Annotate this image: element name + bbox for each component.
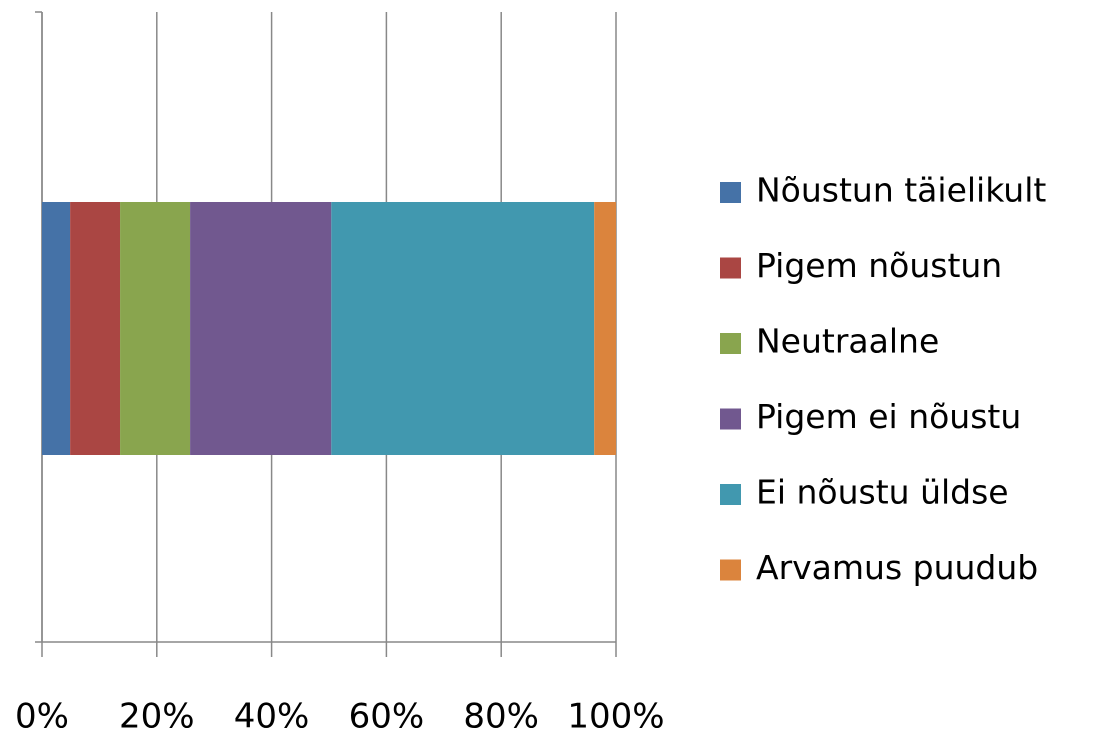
bar-segment <box>70 202 121 455</box>
bar-segment <box>594 202 616 455</box>
x-tick-label: 60% <box>349 697 425 737</box>
bar-segment <box>120 202 191 455</box>
legend-label: Arvamus puudub <box>756 548 1038 587</box>
bar-segment <box>190 202 332 455</box>
legend-swatch <box>720 333 741 354</box>
legend-label: Ei nõustu üldse <box>756 473 1009 512</box>
legend-label: Neutraalne <box>756 322 939 361</box>
legend-swatch <box>720 408 741 430</box>
legend-swatch <box>720 484 741 505</box>
legend-label: Pigem ei nõustu <box>756 397 1021 436</box>
x-tick-label: 80% <box>463 697 539 737</box>
x-tick-label: 20% <box>119 697 195 737</box>
legend-swatch <box>720 559 741 581</box>
legend-swatch <box>720 182 741 203</box>
x-tick-label: 40% <box>234 697 310 737</box>
legend-label: Pigem nõustun <box>756 246 1002 285</box>
x-tick-label: 100% <box>567 697 664 737</box>
legend-swatch <box>720 257 741 279</box>
bar-segment <box>42 202 71 455</box>
x-tick-label: 0% <box>15 697 69 737</box>
legend-label: Nõustun täielikult <box>756 171 1046 210</box>
bar-segment <box>331 202 595 455</box>
